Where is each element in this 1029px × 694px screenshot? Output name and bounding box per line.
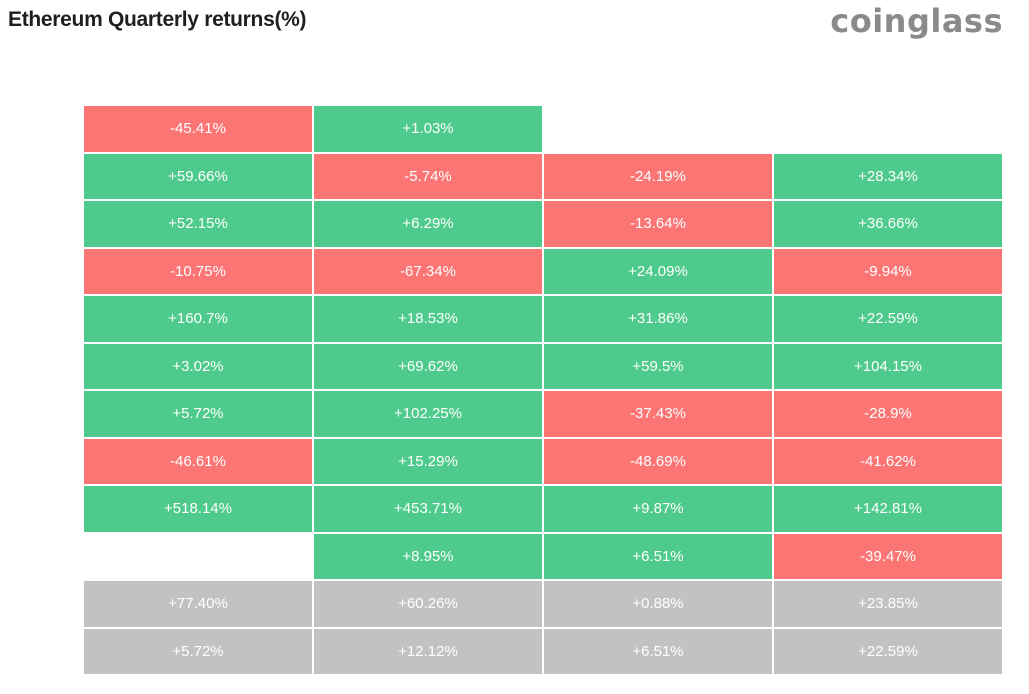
empty-cell bbox=[84, 534, 312, 580]
return-cell-positive: +3.02% bbox=[84, 343, 312, 389]
column-header-q3: Q3 bbox=[647, 73, 668, 91]
row-label: 2021 bbox=[28, 310, 62, 328]
table-row: 2016 +8.95% +6.51% -39.47% bbox=[8, 533, 1002, 580]
summary-cell: +22.59% bbox=[774, 628, 1002, 674]
return-cell-negative: -39.47% bbox=[774, 533, 1002, 579]
return-cell-positive: +31.86% bbox=[544, 296, 772, 342]
row-label: 2023 bbox=[28, 215, 62, 233]
row-label: 2017 bbox=[28, 500, 62, 518]
chart-title: Ethereum Quarterly returns(%) bbox=[8, 8, 307, 31]
return-cell-positive: +28.34% bbox=[774, 153, 1002, 199]
row-label: Median bbox=[20, 642, 70, 660]
return-cell-positive: +102.25% bbox=[314, 391, 542, 437]
return-cell-positive: +104.15% bbox=[774, 343, 1002, 389]
table-row: 2021 +160.7% +18.53% +31.86% +22.59% bbox=[8, 296, 1002, 342]
row-label: 2018 bbox=[28, 452, 62, 470]
return-cell-positive: +160.7% bbox=[84, 296, 312, 342]
summary-cell: +5.72% bbox=[84, 628, 312, 674]
table-row: Median +5.72% +12.12% +6.51% +22.59% bbox=[8, 628, 1002, 674]
table-row: 2023 +52.15% +6.29% -13.64% +36.66% bbox=[8, 201, 1002, 247]
return-cell-positive: +8.95% bbox=[314, 533, 542, 579]
header-row: Time Q1 Q2 Q3 Q4 bbox=[8, 60, 1002, 104]
return-cell-positive: +36.66% bbox=[774, 201, 1002, 247]
empty-cell bbox=[544, 106, 772, 152]
summary-cell: +0.88% bbox=[544, 581, 772, 627]
return-cell-positive: +453.71% bbox=[314, 486, 542, 532]
return-cell-positive: +1.03% bbox=[314, 106, 542, 152]
return-cell-positive: +59.66% bbox=[84, 153, 312, 199]
return-cell-positive: +9.87% bbox=[544, 486, 772, 532]
row-label: 2022 bbox=[28, 262, 62, 280]
return-cell-negative: -24.19% bbox=[544, 153, 772, 199]
return-cell-negative: -46.61% bbox=[84, 438, 312, 484]
return-cell-positive: +5.72% bbox=[84, 391, 312, 437]
return-cell-positive: +24.09% bbox=[544, 248, 772, 294]
return-cell-negative: -10.75% bbox=[84, 248, 312, 294]
return-cell-positive: +15.29% bbox=[314, 438, 542, 484]
return-cell-negative: -67.34% bbox=[314, 248, 542, 294]
summary-cell: +6.51% bbox=[544, 628, 772, 674]
return-cell-positive: +6.29% bbox=[314, 201, 542, 247]
return-cell-negative: -48.69% bbox=[544, 438, 772, 484]
return-cell-negative: -5.74% bbox=[314, 153, 542, 199]
return-cell-positive: +69.62% bbox=[314, 343, 542, 389]
table-row: 2017 +518.14% +453.71% +9.87% +142.81% bbox=[8, 486, 1002, 532]
row-label: 2019 bbox=[28, 405, 62, 423]
row-label: 2024 bbox=[28, 167, 62, 185]
return-cell-positive: +518.14% bbox=[84, 486, 312, 532]
table-row: Average +77.40% +60.26% +0.88% +23.85% bbox=[8, 581, 1002, 627]
row-label: 2025 bbox=[28, 120, 62, 138]
return-cell-negative: -13.64% bbox=[544, 201, 772, 247]
quarterly-returns-table: Time Q1 Q2 Q3 Q4 2025 -45.41% +1.03% 2024 +5… bbox=[6, 58, 1004, 676]
column-header-q4: Q4 bbox=[877, 73, 898, 91]
return-cell-positive: +52.15% bbox=[84, 201, 312, 247]
row-label: 2020 bbox=[28, 357, 62, 375]
table-row: 2024 +59.66% -5.74% -24.19% +28.34% bbox=[8, 153, 1002, 199]
row-label: Average bbox=[17, 595, 73, 613]
table-row: 2022 -10.75% -67.34% +24.09% -9.94% bbox=[8, 248, 1002, 294]
summary-cell: +60.26% bbox=[314, 581, 542, 627]
table-body: 2025 -45.41% +1.03% 2024 +59.66% -5.74% -24.19… bbox=[8, 106, 1002, 674]
brand-logo: coinglass bbox=[830, 2, 1003, 40]
column-header-q1: Q1 bbox=[187, 73, 208, 91]
table-row: 2019 +5.72% +102.25% -37.43% -28.9% bbox=[8, 391, 1002, 437]
summary-cell: +12.12% bbox=[314, 628, 542, 674]
return-cell-positive: +142.81% bbox=[774, 486, 1002, 532]
return-cell-negative: -28.9% bbox=[774, 391, 1002, 437]
empty-cell bbox=[774, 106, 1002, 152]
return-cell-negative: -9.94% bbox=[774, 248, 1002, 294]
column-header-q2: Q2 bbox=[417, 73, 438, 91]
table-row: 2020 +3.02% +69.62% +59.5% +104.15% bbox=[8, 343, 1002, 389]
table-row: 2025 -45.41% +1.03% bbox=[8, 106, 1002, 152]
table-row: 2018 -46.61% +15.29% -48.69% -41.62% bbox=[8, 438, 1002, 484]
return-cell-positive: +18.53% bbox=[314, 296, 542, 342]
summary-cell: +23.85% bbox=[774, 581, 1002, 627]
return-cell-negative: -45.41% bbox=[84, 106, 312, 152]
return-cell-negative: -41.62% bbox=[774, 438, 1002, 484]
row-label: 2016 bbox=[28, 547, 62, 565]
return-cell-negative: -37.43% bbox=[544, 391, 772, 437]
return-cell-positive: +59.5% bbox=[544, 343, 772, 389]
summary-cell: +77.40% bbox=[84, 581, 312, 627]
return-cell-positive: +6.51% bbox=[544, 533, 772, 579]
column-header-time: Time bbox=[28, 73, 62, 91]
return-cell-positive: +22.59% bbox=[774, 296, 1002, 342]
